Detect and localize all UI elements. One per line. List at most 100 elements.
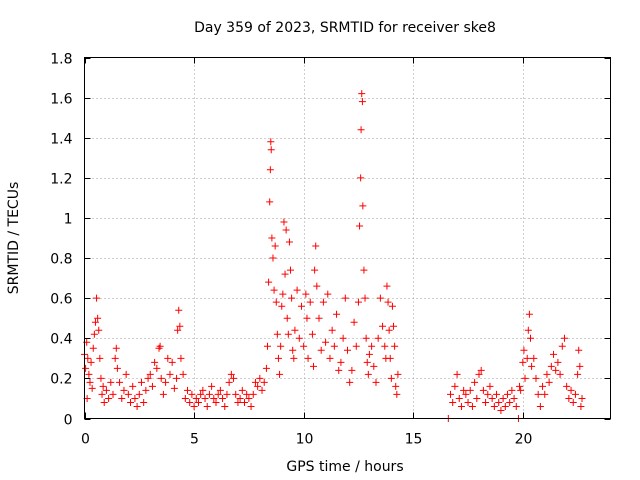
data-point [109, 390, 117, 398]
data-point [339, 334, 347, 342]
data-point [135, 390, 143, 398]
data-point [471, 378, 479, 386]
data-point [337, 358, 345, 366]
y-tick-label: 1.2 [50, 172, 72, 188]
data-point [550, 350, 558, 358]
data-point [350, 318, 358, 326]
data-point [388, 302, 396, 310]
data-point [384, 298, 392, 306]
data-point [497, 406, 505, 414]
data-point [285, 238, 293, 246]
data-point [234, 398, 242, 406]
y-tick-label: 1.6 [50, 92, 72, 108]
y-tick-label: 1.8 [50, 52, 72, 68]
data-point [256, 374, 264, 382]
data-point [464, 398, 472, 406]
data-point [326, 354, 334, 362]
data-point [359, 202, 367, 210]
data-point [532, 374, 540, 382]
data-point [236, 394, 244, 402]
data-point [324, 290, 332, 298]
data-point [284, 330, 292, 338]
data-point [394, 370, 402, 378]
data-point [197, 390, 205, 398]
data-point [308, 330, 316, 338]
data-point [221, 402, 229, 410]
data-point [175, 306, 183, 314]
data-point [205, 390, 213, 398]
x-tick-label: 20 [515, 432, 533, 448]
data-point [552, 366, 560, 374]
data-point [271, 242, 279, 250]
data-point [287, 266, 295, 274]
data-point [545, 378, 553, 386]
data-point [212, 398, 220, 406]
data-point [133, 402, 141, 410]
data-point [190, 402, 198, 410]
data-point [508, 386, 516, 394]
data-point [447, 390, 455, 398]
data-point [386, 354, 394, 362]
data-point [302, 290, 310, 298]
data-point [225, 378, 233, 386]
data-point [536, 402, 544, 410]
data-point [387, 374, 395, 382]
data-point [330, 342, 338, 350]
x-axis-label: GPS time / hours [286, 459, 403, 475]
data-point [449, 398, 457, 406]
data-point [486, 382, 494, 390]
data-point [374, 334, 382, 342]
data-point [94, 314, 102, 322]
x-tick-labels: 0 5 10 15 20 [81, 432, 532, 448]
data-point [243, 390, 251, 398]
data-point [116, 378, 124, 386]
data-point [392, 382, 400, 390]
data-point [208, 382, 216, 390]
data-point [381, 342, 389, 350]
data-point [129, 382, 137, 390]
data-point [365, 350, 373, 358]
data-point [457, 402, 465, 410]
data-point [146, 370, 154, 378]
data-point [184, 386, 192, 394]
data-point [142, 386, 150, 394]
data-point [391, 342, 399, 350]
data-point [358, 90, 366, 98]
data-point [360, 266, 368, 274]
data-point [576, 362, 584, 370]
data-point [131, 394, 139, 402]
data-point [482, 398, 490, 406]
data-point [524, 326, 532, 334]
data-point [473, 394, 481, 402]
data-point [251, 378, 259, 386]
data-point [265, 278, 273, 286]
data-point [153, 364, 161, 372]
y-tick-label: 0 [64, 413, 73, 429]
data-point [362, 334, 370, 342]
data-point [283, 314, 291, 322]
data-point [249, 390, 257, 398]
data-point [479, 386, 487, 394]
data-point [86, 378, 94, 386]
data-point [230, 374, 238, 382]
y-axis-label: SRMTID / TECUs [6, 182, 22, 295]
data-point [468, 402, 476, 410]
data-point [274, 354, 282, 362]
data-point [140, 398, 148, 406]
data-point [554, 358, 562, 366]
data-point [96, 354, 104, 362]
data-point [273, 330, 281, 338]
data-point [148, 382, 156, 390]
data-point [194, 398, 202, 406]
data-point [569, 398, 577, 406]
data-point [346, 378, 354, 386]
data-point [577, 402, 585, 410]
data-point [372, 378, 380, 386]
data-point [328, 326, 336, 334]
data-point [475, 370, 483, 378]
data-point [312, 242, 320, 250]
data-point [383, 282, 391, 290]
data-point [188, 390, 196, 398]
data-point [162, 378, 170, 386]
data-point [455, 394, 463, 402]
